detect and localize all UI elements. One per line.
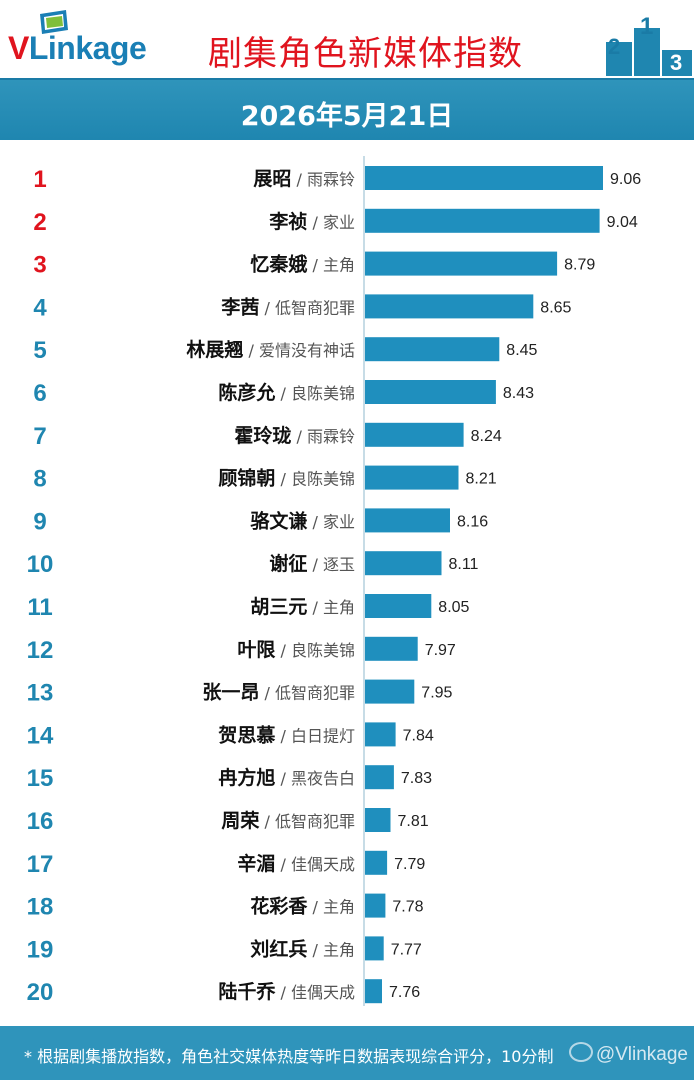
value-label: 8.11 [449, 556, 479, 573]
rank-label: 5 [33, 337, 46, 364]
rank-label: 11 [27, 594, 52, 621]
bar [365, 337, 500, 362]
rank-label: 8 [33, 466, 46, 493]
bar [365, 380, 496, 404]
svg-text:2: 2 [608, 34, 620, 59]
rank-label: 4 [33, 294, 47, 321]
category-label: 忆秦娥 / 主角 [250, 253, 355, 276]
bar [365, 679, 415, 704]
value-label: 7.81 [398, 813, 429, 830]
rank-label: 10 [27, 551, 54, 578]
category-label: 张一昂 / 低智商犯罪 [202, 682, 355, 704]
bar [365, 166, 603, 190]
value-label: 8.21 [466, 471, 497, 488]
value-label: 7.83 [401, 770, 432, 787]
category-label: 李祯 / 家业 [268, 210, 355, 233]
category-label: 霍玲珑 / 雨霖铃 [234, 424, 355, 447]
header: VLinkage 剧集角色新媒体指数 2 1 3 [0, 0, 694, 78]
value-label: 7.76 [389, 984, 420, 1001]
value-label: 9.06 [610, 171, 641, 188]
footer-note: * 根据剧集播放指数，角色社交媒体热度等昨日数据表现综合评分，10分制 [24, 1047, 554, 1066]
bar [365, 765, 394, 790]
category-label: 辛湄 / 佳偶天成 [237, 852, 355, 875]
category-label: 林展翘 / 爱情没有神话 [186, 338, 355, 361]
bar [365, 251, 558, 276]
value-label: 8.65 [540, 299, 571, 316]
category-label: 陈彦允 / 良陈美锦 [218, 381, 355, 404]
bar [365, 294, 534, 319]
watermark: @Vlinkage [568, 1042, 688, 1066]
value-label: 8.16 [457, 513, 488, 530]
category-label: 李茜 / 低智商犯罪 [220, 295, 355, 318]
category-label: 刘红兵 / 主角 [250, 937, 355, 960]
category-label: 叶限 / 良陈美锦 [237, 639, 355, 661]
category-label: 周荣 / 低智商犯罪 [221, 809, 355, 832]
bar [365, 465, 459, 490]
bar [365, 508, 450, 533]
category-label: 骆文谦 / 家业 [250, 509, 355, 532]
rank-label: 9 [33, 508, 46, 535]
bar [365, 979, 382, 1004]
svg-text:1: 1 [640, 13, 653, 40]
date-banner: 2026年5月21日 [0, 78, 694, 140]
rank-label: 16 [27, 808, 54, 835]
rank-label: 18 [27, 894, 54, 921]
bar [365, 208, 600, 233]
bar [365, 594, 432, 618]
rank-label: 13 [27, 680, 54, 707]
bar [365, 722, 396, 747]
category-label: 展昭 / 雨霖铃 [253, 168, 355, 190]
category-label: 陆千乔 / 佳偶天成 [218, 980, 355, 1003]
rank-label: 20 [27, 979, 54, 1006]
svg-text:3: 3 [670, 50, 682, 75]
value-label: 8.43 [503, 385, 534, 402]
logo-mark-icon [40, 10, 68, 34]
weibo-icon [568, 1042, 593, 1062]
value-label: 7.77 [391, 941, 422, 958]
bar [365, 422, 464, 447]
value-label: 8.79 [564, 257, 595, 274]
rank-label: 3 [33, 252, 46, 279]
date-label: 2026年5月21日 [240, 101, 454, 132]
category-label: 冉方旭 / 黑夜告白 [218, 766, 355, 789]
vlinkage-logo: VLinkage [8, 30, 147, 66]
category-label: 顾锦朝 / 良陈美锦 [218, 467, 355, 490]
bar [365, 636, 418, 661]
bar [365, 850, 388, 875]
value-label: 7.95 [421, 685, 452, 702]
rank-label: 1 [33, 166, 46, 193]
rank-label: 19 [27, 936, 54, 963]
value-label: 7.97 [425, 642, 456, 659]
footer: * 根据剧集播放指数，角色社交媒体热度等昨日数据表现综合评分，10分制 @Vli… [0, 1026, 694, 1080]
rank-label: 7 [33, 423, 46, 450]
category-label: 胡三元 / 主角 [250, 596, 355, 618]
podium-icon: 2 1 3 [606, 13, 692, 76]
rank-label: 15 [27, 765, 54, 792]
rank-label: 6 [33, 380, 46, 407]
ranking-bar-chart: 1 展昭 / 雨霖铃 9.06 2 李祯 / 家业 9.04 3 忆秦娥 / 主角 8.79 4 李… [27, 156, 641, 1006]
value-label: 8.45 [506, 342, 537, 359]
category-label: 谢征 / 逐玉 [269, 552, 355, 575]
value-label: 7.79 [394, 856, 425, 873]
bar [365, 551, 442, 576]
bar [365, 893, 386, 918]
rank-label: 14 [27, 722, 54, 749]
bar [365, 936, 384, 961]
category-label: 花彩香 / 主角 [250, 895, 355, 918]
value-label: 8.24 [471, 428, 502, 445]
value-label: 7.84 [403, 727, 434, 744]
rank-label: 12 [27, 637, 54, 664]
rank-label: 17 [27, 851, 54, 878]
value-label: 7.78 [392, 899, 423, 916]
rank-label: 2 [33, 209, 46, 236]
value-label: 8.05 [438, 599, 469, 616]
page-title: 剧集角色新媒体指数 [208, 34, 523, 74]
category-label: 贺思慕 / 白日提灯 [217, 723, 355, 746]
value-label: 9.04 [607, 214, 638, 231]
bar [365, 808, 391, 832]
